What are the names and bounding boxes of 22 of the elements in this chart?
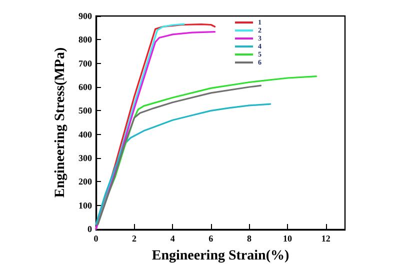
x-tick-label: 4 <box>170 234 176 244</box>
y-tick-label: 700 <box>78 58 92 68</box>
line-series <box>97 84 262 226</box>
y-tick-label: 200 <box>78 176 92 187</box>
y-axis-title: Engineering Stress(MPa) <box>53 47 68 198</box>
y-tick-label: 100 <box>78 200 92 210</box>
x-tick-label: 10 <box>283 234 293 244</box>
y-tick-label: 900 <box>78 11 92 21</box>
y-tick-label: 500 <box>78 106 92 116</box>
x-tick-label: 0 <box>94 234 99 244</box>
x-tick-label: 12 <box>321 234 331 244</box>
x-tick-label: 2 <box>132 234 138 244</box>
y-tick-label: 800 <box>78 34 92 45</box>
y-tick-label: 0 <box>88 224 92 234</box>
y-tick-label: 400 <box>78 129 92 140</box>
line-series <box>95 103 272 226</box>
y-tick-label: 300 <box>78 153 92 163</box>
line-series <box>97 76 318 226</box>
x-axis-title: Engineering Strain(%) <box>152 248 290 264</box>
y-tick-label: 600 <box>78 82 92 92</box>
x-tick-label: 6 <box>208 234 214 244</box>
x-tick-label: 8 <box>246 234 252 244</box>
